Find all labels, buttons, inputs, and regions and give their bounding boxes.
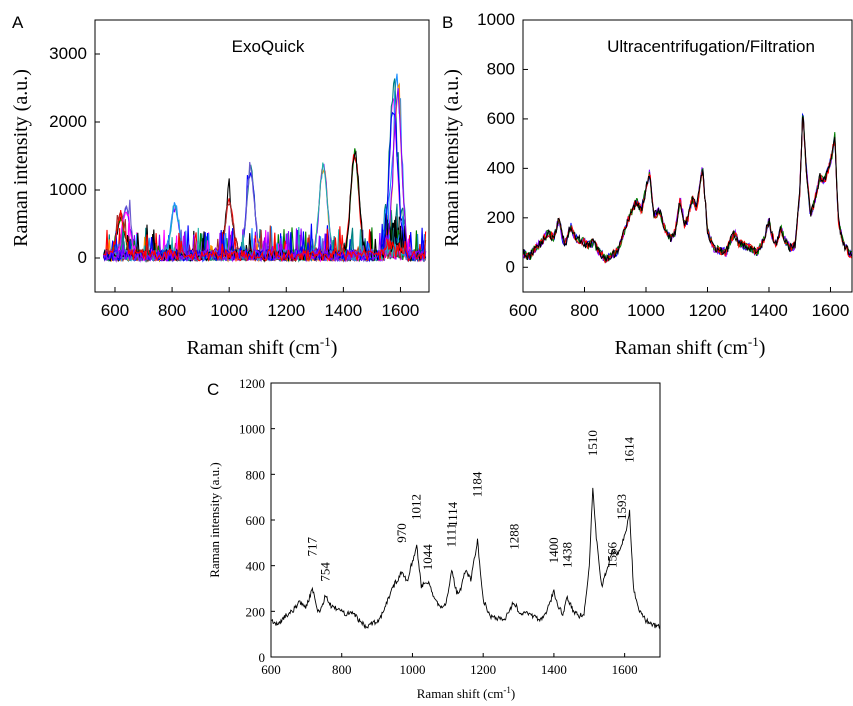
x-tick-label: 1600 (812, 301, 850, 320)
x-tick-label: 1600 (382, 301, 420, 320)
x-tick-label: 1200 (689, 301, 727, 320)
peak-label: 1614 (622, 436, 637, 463)
chart-panel-b: Ultracentrifugation/Filtration 600 800 100… (441, 10, 853, 359)
plot-frame-a (94, 19, 430, 293)
peak-label: 1114 (445, 501, 460, 527)
chart-title-a: ExoQuick (232, 37, 305, 56)
peak-label: 1566 (605, 542, 620, 569)
x-ticks-a: 600 800 1000 1200 1400 1600 (101, 287, 420, 320)
x-axis-label-b: Raman shift (cm-1) (615, 334, 766, 359)
peak-label: 754 (318, 562, 333, 582)
y-tick-label: 0 (78, 248, 87, 267)
peak-label: 1111 (444, 523, 459, 548)
y-tick-label: 800 (246, 467, 266, 482)
spectrum-line-a (103, 82, 427, 263)
y-axis-label-c: Raman intensity (a.u.) (207, 462, 222, 578)
y-tick-label: 800 (487, 59, 515, 78)
spectrum-line-a (103, 210, 427, 262)
y-ticks-a: 0 1000 2000 3000 (49, 44, 100, 267)
y-tick-label: 2000 (49, 112, 87, 131)
x-tick-label: 600 (261, 662, 281, 677)
y-tick-label: 400 (246, 559, 266, 574)
peak-label: 1012 (409, 494, 424, 520)
plot-frame-c (270, 382, 661, 658)
x-tick-label: 800 (158, 301, 186, 320)
x-ticks-c: 600 800 1000 1200 1400 1600 (261, 653, 638, 677)
panel-letter-c: C (207, 380, 219, 399)
y-ticks-c: 0 200 400 600 800 1000 1200 (239, 376, 275, 665)
series-group-a (103, 73, 427, 263)
peak-label: 1288 (506, 524, 521, 550)
x-tick-label: 1400 (750, 301, 788, 320)
spectrum-line-a (103, 88, 427, 263)
y-tick-label: 3000 (49, 44, 87, 63)
peak-label: 1044 (420, 544, 435, 571)
y-tick-label: 1000 (49, 180, 87, 199)
y-axis-label-b: Raman intensity (a.u.) (441, 69, 463, 247)
x-tick-label: 1200 (267, 301, 305, 320)
x-tick-label: 1200 (470, 662, 496, 677)
peak-label: 1184 (470, 471, 485, 497)
chart-title-b: Ultracentrifugation/Filtration (607, 37, 815, 56)
spectrum-line-a (103, 111, 426, 263)
x-tick-label: 1000 (399, 662, 425, 677)
peak-label: 717 (304, 537, 319, 557)
y-tick-label: 1200 (239, 376, 265, 391)
y-tick-label: 1000 (477, 10, 515, 29)
x-tick-label: 800 (332, 662, 352, 677)
y-tick-label: 600 (246, 513, 266, 528)
y-tick-label: 600 (487, 109, 515, 128)
x-tick-label: 1600 (612, 662, 638, 677)
x-tick-label: 600 (101, 301, 129, 320)
x-tick-label: 800 (570, 301, 598, 320)
x-tick-label: 1400 (541, 662, 567, 677)
y-ticks-b: 0 200 400 600 800 1000 (477, 10, 528, 276)
y-tick-label: 1000 (239, 422, 265, 437)
peak-label: 1510 (585, 430, 600, 456)
y-axis-label-a: Raman intensity (a.u.) (10, 69, 32, 247)
plot-frame-b (522, 19, 853, 293)
series-group-b (523, 112, 852, 264)
spectrum-line-c (270, 487, 661, 629)
spectrum-line-b (523, 116, 852, 262)
y-tick-label: 400 (487, 158, 515, 177)
panel-letter-a: A (12, 13, 24, 32)
peak-label: 970 (394, 523, 409, 543)
chart-panel-c: 7177549701012104411111114118412881400143… (207, 376, 661, 701)
spectrum-line-a (103, 78, 426, 263)
spectrum-line-a (103, 73, 427, 263)
x-axis-label-a: Raman shift (cm-1) (187, 334, 338, 359)
x-axis-label-c: Raman shift (cm-1) (417, 685, 516, 701)
x-tick-label: 1400 (324, 301, 362, 320)
x-tick-label: 1000 (210, 301, 248, 320)
y-tick-label: 200 (487, 208, 515, 227)
panel-letter-b: B (442, 13, 453, 32)
peak-label: 1400 (546, 537, 561, 563)
peak-label: 1593 (614, 494, 629, 520)
y-tick-label: 0 (259, 650, 266, 665)
y-tick-label: 200 (246, 604, 266, 619)
y-tick-label: 0 (506, 257, 515, 276)
series-group-c (270, 487, 661, 629)
x-ticks-b: 600 800 1000 1200 1400 1600 (509, 287, 850, 320)
x-tick-label: 600 (509, 301, 537, 320)
peak-label: 1438 (559, 542, 574, 568)
spectrum-line-a (103, 98, 426, 263)
chart-panel-a: ExoQuick 600 800 1000 1200 1400 1600 0 1000 200… (10, 19, 430, 359)
x-tick-label: 1000 (627, 301, 665, 320)
